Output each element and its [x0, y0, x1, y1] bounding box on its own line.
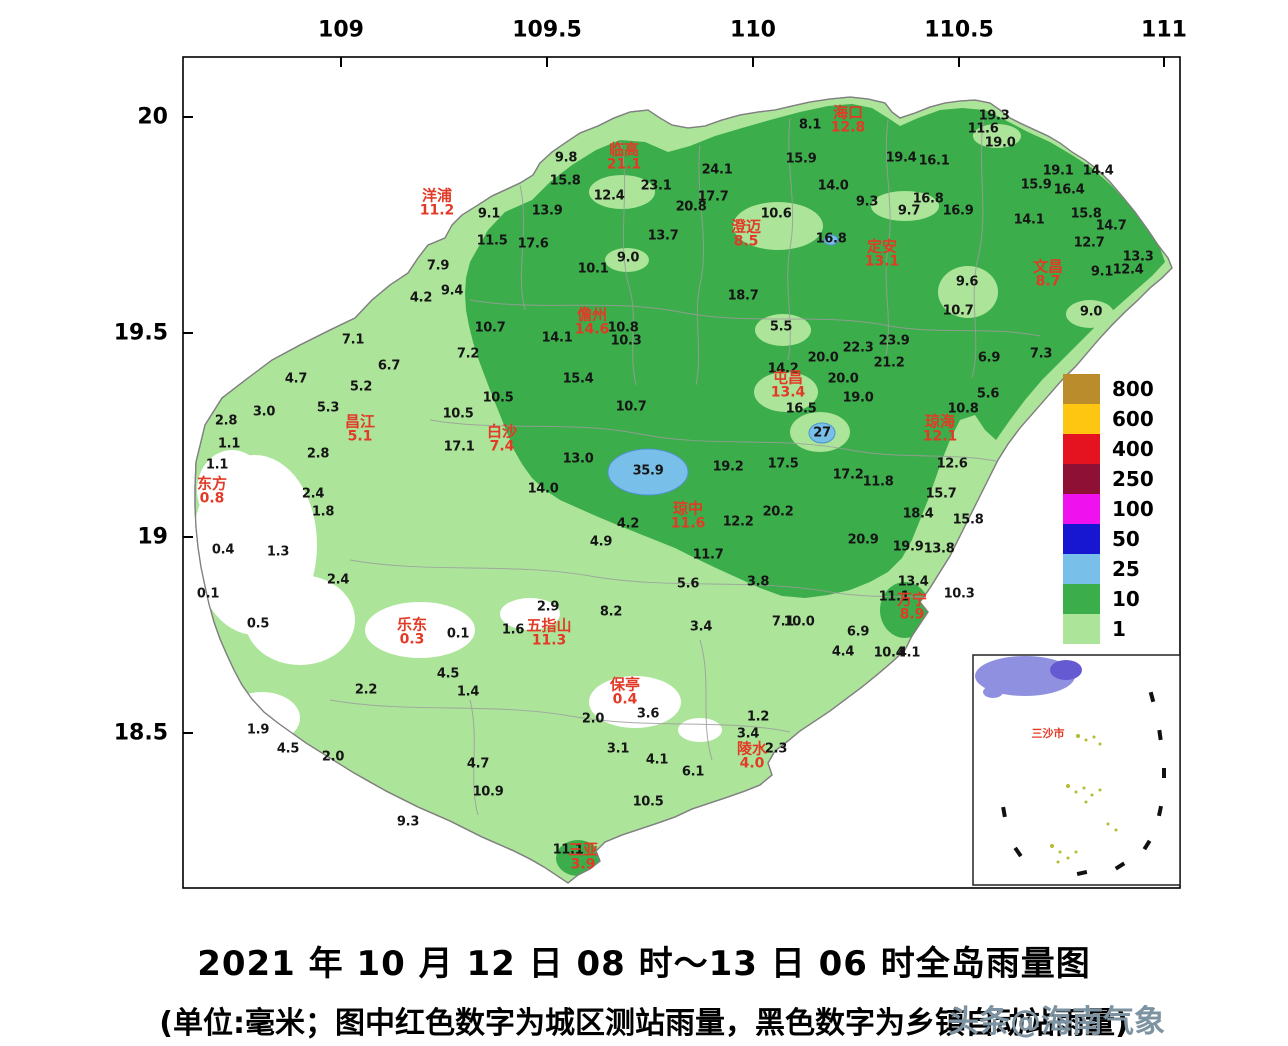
legend-value: 50: [1112, 527, 1140, 551]
legend-entry: 600: [1063, 404, 1154, 434]
inset-mainland: [975, 656, 1075, 698]
legend-entry: 50: [1063, 524, 1154, 554]
inset-city-label: 三沙市: [1031, 727, 1065, 740]
legend-entry: 800: [1063, 374, 1154, 404]
legend-value: 100: [1112, 497, 1154, 521]
axis-ticks: [183, 57, 1165, 734]
county-boundaries: [329, 111, 1041, 816]
legend-swatch: [1063, 614, 1100, 644]
map-title: 2021 年 10 月 12 日 08 时～13 日 06 时全岛雨量图: [197, 944, 1091, 984]
legend-entry: 10: [1063, 584, 1154, 614]
legend-value: 400: [1112, 437, 1154, 461]
legend-swatch: [1063, 584, 1100, 614]
legend-swatch: [1063, 524, 1100, 554]
legend-value: 600: [1112, 407, 1154, 431]
inset-islands: [1050, 734, 1118, 864]
legend-value: 10: [1112, 587, 1140, 611]
plot-frame: [182, 56, 1181, 889]
legend-entry: 400: [1063, 434, 1154, 464]
legend-swatch: [1063, 554, 1100, 584]
reservoirs: [607, 234, 839, 496]
rainfall-legend: 800 600 400 250 100 50 25 10 1: [1063, 374, 1154, 644]
legend-value: 25: [1112, 557, 1140, 581]
watermark: 头条@海南气象: [948, 1004, 1165, 1040]
legend-swatch: [1063, 374, 1100, 404]
map-subtitle: (单位:毫米；图中红色数字为城区测站雨量，黑色数字为乡镇自动站雨量): [159, 1006, 1129, 1041]
rain-region-10mm: [556, 840, 600, 876]
nine-dash-line: [1001, 691, 1166, 876]
legend-value: 250: [1112, 467, 1154, 491]
legend-swatch: [1063, 464, 1100, 494]
light-rain-pockets: [589, 124, 1114, 452]
legend-entry: 250: [1063, 464, 1154, 494]
legend-swatch: [1063, 404, 1100, 434]
south-china-sea-inset: [972, 654, 1181, 886]
legend-entry: 1: [1063, 614, 1154, 644]
legend-entry: 25: [1063, 554, 1154, 584]
rain-region-10mm: [880, 582, 930, 638]
inset-mainland-dark: [1050, 660, 1082, 680]
legend-value: 1: [1112, 617, 1126, 641]
legend-value: 800: [1112, 377, 1154, 401]
legend-swatch: [1063, 434, 1100, 464]
legend-entry: 100: [1063, 494, 1154, 524]
legend-swatch: [1063, 494, 1100, 524]
